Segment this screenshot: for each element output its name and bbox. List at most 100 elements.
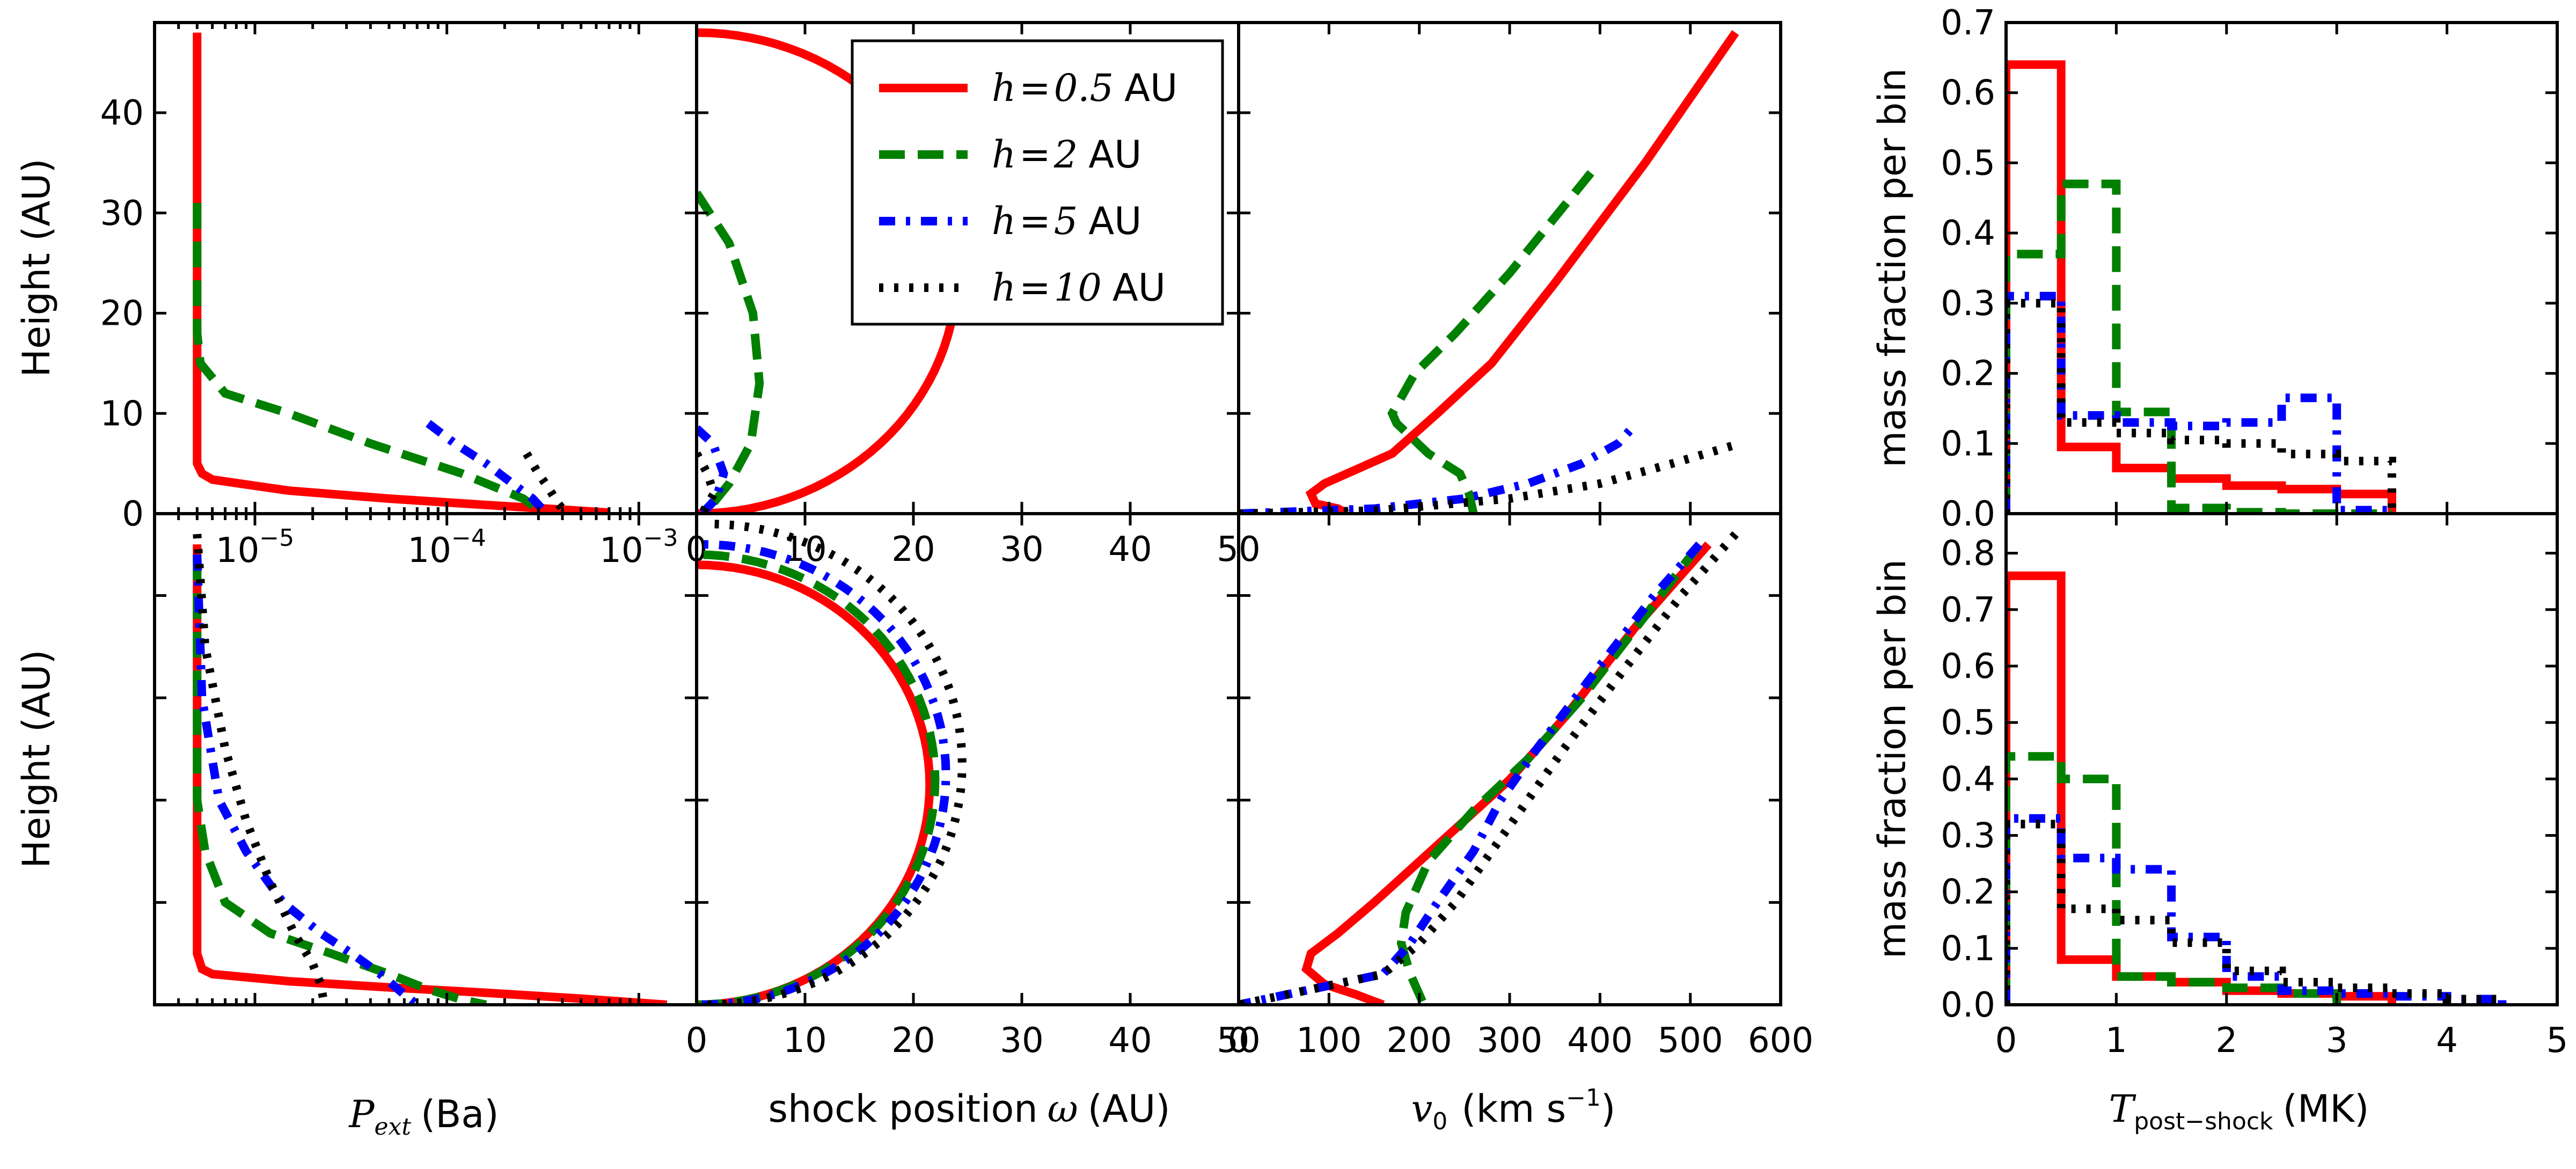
series-hist-bottom-0 [2006,571,2396,1005]
xlabel-pext: Pext (Ba) [348,1092,499,1141]
ytick-label: 0.7 [1941,590,1995,630]
xlabel-v0: v0 (km s−1) [1411,1084,1616,1135]
legend-label: h=0.5 AU [992,66,1177,110]
xlabel-v0-unit-close: ) [1601,1087,1615,1131]
xtick-label: 30 [1000,1021,1043,1061]
panel-top-left: 0 10 20 30 40 10−5 10−4 10−3 [100,21,698,571]
xtick-label: 4 [2436,1021,2458,1061]
series-bottom-mid-0 [697,560,934,1005]
xtick-label: 500 [1658,1021,1723,1061]
panel-bottom-mid: 0 10 20 30 40 50 [686,512,1261,1061]
panel-bottom-left [153,512,698,1006]
ytick-label: 40 [100,93,144,133]
plot-area-top-right [1239,30,1741,514]
ytick-label: 0.5 [1941,143,1995,183]
plot-area-bottom-left [193,534,668,1005]
xlabel-tpost: Tpost−shock (MK) [2109,1087,2369,1135]
frame-hist-bottom [2004,512,2559,1006]
xtick-label: 300 [1477,1021,1542,1061]
xtick-label: 20 [891,530,935,569]
series-top-right-1 [1387,170,1594,514]
series-bottom-right-1 [1396,542,1703,1005]
plot-area-hist-top [2006,60,2396,514]
xtick-label: 0 [686,1021,708,1061]
ytick-label: 0.4 [1941,759,1995,799]
xtick-label: 5 [2546,1021,2568,1061]
xlabel-shock: shock position ω (AU) [768,1087,1170,1131]
ytick-label: 0.1 [1941,424,1995,464]
legend-label: h=10 AU [992,266,1166,310]
xtick-label: 10 [783,1021,826,1061]
panel-bottom-right: 100 200 300 400 500 600 [1237,512,1813,1061]
series-top-mid-1 [697,191,764,507]
series-hist-top-3 [2006,298,2396,514]
xtick-label: 200 [1387,1021,1452,1061]
ytick-label: 0.0 [1941,494,1995,534]
ytick-label: 20 [100,294,144,334]
xtick-label: 40 [1108,1021,1152,1061]
xtick-label: 10−4 [408,524,486,571]
xlabel-tpost-symbol: T [2109,1087,2136,1131]
series-top-left-2 [426,420,550,514]
xlabel-pext-sub: ext [375,1113,412,1141]
ytick-label: 10 [100,394,144,434]
series-top-left-0 [193,32,610,514]
series-bottom-right-3 [1239,531,1739,1005]
xtick-label: 600 [1748,1021,1813,1061]
labels-layer: Height (AU) Height (AU) mass fraction pe… [14,68,2369,1141]
series-bottom-left-0 [193,544,668,1005]
series-top-right-2 [1239,420,1640,514]
plot-area-hist-bottom [2006,571,2507,1005]
ytick-label: 0.4 [1941,214,1995,253]
ytick-label: 0.3 [1941,284,1995,324]
ytick-label: 0.2 [1941,354,1995,394]
xtick-label: 40 [1108,530,1152,569]
xlabel-pext-unit: (Ba) [421,1092,499,1136]
frame-hist-top [2004,21,2559,515]
series-top-mid-3 [697,451,719,514]
ytick-label: 0.7 [1941,3,1995,43]
xtick-label: 400 [1567,1021,1633,1061]
series-bottom-mid-1 [697,550,940,1005]
series-top-mid-2 [697,425,728,514]
ytick-label: 0.5 [1941,703,1995,743]
xtick-label: 20 [891,1021,935,1061]
xlabel-v0-unit-exp: −1 [1566,1084,1601,1112]
plot-area-top-left [193,32,610,514]
ytick-label: 0 [122,494,144,534]
xlabel-shock-symbol: ω [1048,1087,1078,1131]
frame-bottom-mid [695,512,1240,1006]
xtick-label: 0 [1995,1021,2017,1061]
xlabel-v0-unit: (km s [1461,1087,1566,1131]
series-top-right-3 [1239,439,1741,514]
legend-label: h=2 AU [992,133,1141,177]
series-bottom-mid-2 [701,540,950,1005]
ylabel-hist-top: mass fraction per bin [1870,68,1914,467]
xlabel-shock-text: shock position [768,1087,1037,1131]
ytick-label: 0.0 [1941,985,1995,1025]
panel-top-right [1237,21,1782,515]
xlabel-v0-symbol: v [1411,1087,1433,1131]
ylabel-top-left: Height (AU) [14,158,58,377]
series-bottom-left-1 [193,554,487,1005]
ytick-label: 0.1 [1941,929,1995,969]
series-top-right-0 [1305,30,1739,514]
xtick-label: 1 [2105,1021,2127,1061]
panel-hist-bottom: 0.0 0.1 0.2 0.3 0.4 0.5 0.6 0.7 0.8 0 1 2 3 4 5 [1941,512,2568,1061]
ytick-label: 0.6 [1941,647,1995,686]
series-top-left-1 [193,203,547,514]
xtick-label: 100 [1296,1021,1362,1061]
ylabel-hist-bottom: mass fraction per bin [1870,559,1914,959]
xtick-label-v0-zero: 0 [1228,1021,1250,1061]
xlabel-pext-symbol: P [348,1092,375,1136]
xtick-label: 30 [1000,530,1043,569]
series-bottom-right-2 [1239,541,1703,1005]
frame-top-left [153,21,698,515]
series-top-left-3 [523,451,570,514]
series-hist-bottom-3 [2006,820,2507,1005]
ytick-label: 0.3 [1941,816,1995,856]
xlabel-shock-unit: (AU) [1088,1087,1170,1131]
xlabel-v0-sub: 0 [1432,1108,1447,1135]
